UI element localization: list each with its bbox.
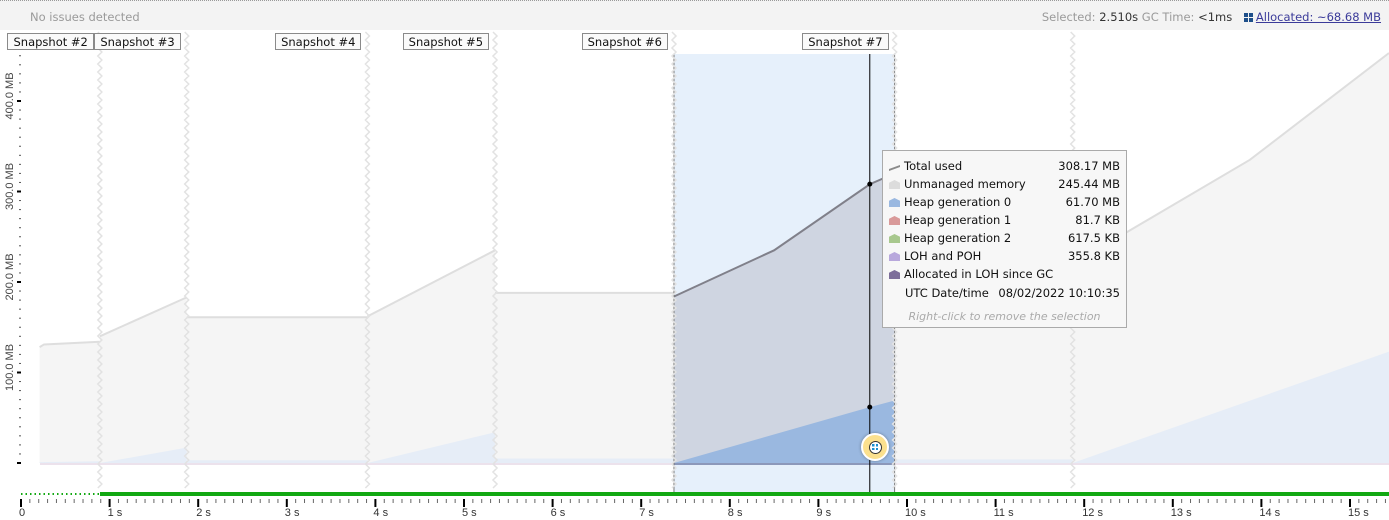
tooltip-row-value: 245.44 MB bbox=[1058, 177, 1120, 191]
y-tick-label: 200.0 MB bbox=[4, 253, 16, 300]
unmanaged-memory-area bbox=[495, 292, 674, 463]
gc-time-value: <1ms bbox=[1198, 10, 1233, 24]
snapshot-boundary bbox=[491, 31, 499, 489]
heap-gen0-area bbox=[894, 459, 1073, 463]
x-tick-label: 13 s bbox=[1171, 507, 1192, 519]
area-icon bbox=[889, 198, 900, 207]
timeline-bar bbox=[100, 492, 1389, 496]
heap-gen0-area bbox=[39, 461, 100, 463]
y-tick-label: 100.0 MB bbox=[4, 344, 16, 391]
x-tick-label: 10 s bbox=[905, 507, 926, 519]
tooltip-row-value: 81.7 KB bbox=[1075, 213, 1120, 227]
snapshot-boundary bbox=[183, 31, 190, 489]
tooltip-date-row: UTC Date/time 08/02/2022 10:10:35 bbox=[889, 285, 1120, 303]
tooltip-row: Heap generation 0 61.70 MB bbox=[889, 194, 1120, 212]
total-used-line bbox=[366, 249, 496, 318]
heap-gen0-area bbox=[367, 432, 496, 463]
area-icon bbox=[889, 216, 900, 225]
snapshot-label[interactable]: Snapshot #5 bbox=[402, 33, 490, 50]
chart-tooltip: Total used 308.17 MB Unmanaged memory 245.4… bbox=[882, 150, 1127, 328]
tooltip-date-label: UTC Date/time bbox=[905, 286, 989, 300]
snapshot-label[interactable]: Snapshot #7 bbox=[802, 33, 889, 50]
zoom-to-selection-button[interactable] bbox=[861, 433, 889, 461]
snapshot-boundary bbox=[670, 31, 678, 489]
x-tick-label: 5 s bbox=[462, 507, 477, 519]
grid-icon bbox=[869, 441, 882, 454]
unmanaged-memory-area bbox=[1072, 53, 1389, 463]
x-tick-label: 1 s bbox=[108, 507, 123, 519]
area-icon bbox=[889, 234, 900, 243]
unmanaged-memory-area bbox=[367, 250, 496, 463]
x-tick-label: 2 s bbox=[196, 507, 211, 519]
tooltip-row-label: Heap generation 1 bbox=[904, 213, 1012, 227]
tooltip-hint: Right-click to remove the selection bbox=[908, 310, 1101, 323]
area-icon bbox=[889, 270, 900, 279]
tooltip-row: Heap generation 2 617.5 KB bbox=[889, 230, 1120, 248]
area-icon bbox=[889, 180, 900, 189]
allocated-link[interactable]: Allocated: ~68.68 MB bbox=[1255, 10, 1381, 24]
tooltip-row: Heap generation 1 81.7 KB bbox=[889, 212, 1120, 230]
unmanaged-memory-area bbox=[186, 317, 368, 463]
y-tick-label: 300.0 MB bbox=[4, 163, 16, 210]
tooltip-row-value: 617.5 KB bbox=[1067, 231, 1120, 245]
unmanaged-memory-area bbox=[673, 173, 895, 463]
gc-time-label: GC Time: bbox=[1141, 10, 1195, 24]
x-tick-label: 11 s bbox=[994, 507, 1014, 519]
x-tick-label: 7 s bbox=[639, 507, 654, 519]
area-icon bbox=[889, 252, 900, 261]
snapshot-label[interactable]: Snapshot #6 bbox=[581, 33, 668, 50]
total-used-line bbox=[99, 296, 188, 338]
x-tick-label: 8 s bbox=[728, 507, 743, 519]
x-tick-label: 6 s bbox=[551, 507, 566, 519]
tooltip-row: Unmanaged memory 245.44 MB bbox=[889, 176, 1120, 194]
heap-gen0-area bbox=[99, 447, 187, 463]
cursor-point-total bbox=[867, 181, 873, 187]
total-used-line bbox=[39, 340, 100, 349]
tooltip-row: LOH and POH 355.8 KB bbox=[889, 248, 1120, 266]
status-text: No issues detected bbox=[30, 10, 140, 24]
cursor-point-gen0 bbox=[867, 404, 873, 410]
tooltip-row-value: 61.70 MB bbox=[1065, 195, 1120, 209]
tooltip-row-label: Heap generation 0 bbox=[904, 195, 1012, 209]
x-tick-label: 4 s bbox=[373, 507, 388, 519]
tooltip-row-label: Heap generation 2 bbox=[904, 231, 1012, 245]
heap-gen0-area bbox=[495, 458, 674, 463]
x-tick-label: 15 s bbox=[1348, 507, 1369, 519]
x-tick-label: 0 bbox=[19, 507, 25, 519]
tooltip-row: Total used 308.17 MB bbox=[889, 158, 1120, 176]
selection-stats: Selected: 2.510s GC Time: <1ms Allocated… bbox=[1042, 10, 1381, 24]
x-tick-label: 12 s bbox=[1082, 507, 1103, 519]
unmanaged-memory-area bbox=[99, 297, 187, 463]
snapshot-boundary bbox=[96, 31, 103, 489]
tooltip-row-value: 355.8 KB bbox=[1067, 249, 1120, 263]
selected-value: 2.510s bbox=[1099, 10, 1139, 24]
snapshot-boundary bbox=[364, 31, 371, 489]
heap-gen0-area bbox=[673, 400, 895, 463]
tooltip-row-label: LOH and POH bbox=[904, 249, 982, 263]
heap-gen0-area bbox=[1072, 351, 1389, 463]
tooltip-row-value: 308.17 MB bbox=[1058, 159, 1120, 173]
snapshot-label[interactable]: Snapshot #2 bbox=[7, 33, 94, 50]
tooltip-row: Allocated in LOH since GC bbox=[889, 266, 1120, 284]
tooltip-row-label: Allocated in LOH since GC bbox=[904, 267, 1054, 281]
x-tick-label: 3 s bbox=[285, 507, 300, 519]
status-bar: No issues detected Selected: 2.510s GC T… bbox=[0, 0, 1389, 30]
tooltip-row-label: Unmanaged memory bbox=[904, 177, 1026, 191]
line-icon bbox=[889, 164, 900, 172]
tooltip-row-label: Total used bbox=[904, 159, 963, 173]
x-tick-label: 9 s bbox=[816, 507, 831, 519]
y-tick-label: 400.0 MB bbox=[4, 72, 16, 119]
unmanaged-memory-area bbox=[39, 341, 100, 463]
snapshot-label[interactable]: Snapshot #3 bbox=[94, 33, 181, 50]
heap-gen0-area bbox=[186, 460, 368, 463]
selected-label: Selected: bbox=[1041, 10, 1096, 24]
tooltip-date-value: 08/02/2022 10:10:35 bbox=[998, 286, 1120, 300]
snapshot-label[interactable]: Snapshot #4 bbox=[275, 33, 362, 50]
x-tick-label: 14 s bbox=[1259, 507, 1280, 519]
grid-icon bbox=[1243, 13, 1253, 22]
